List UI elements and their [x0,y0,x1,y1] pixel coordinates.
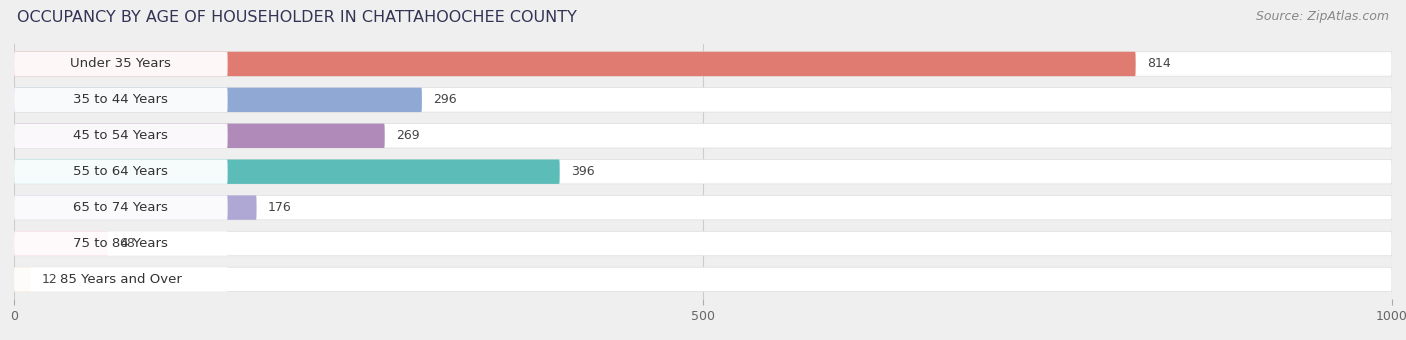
FancyBboxPatch shape [14,88,1392,112]
Text: 65 to 74 Years: 65 to 74 Years [73,201,169,214]
Text: 85 Years and Over: 85 Years and Over [60,273,181,286]
FancyBboxPatch shape [14,231,228,256]
FancyBboxPatch shape [14,123,228,148]
Text: 269: 269 [395,129,419,142]
FancyBboxPatch shape [14,159,228,184]
FancyBboxPatch shape [14,267,1392,292]
FancyBboxPatch shape [14,231,1392,256]
Text: 12: 12 [42,273,58,286]
FancyBboxPatch shape [14,52,1136,76]
FancyBboxPatch shape [14,195,256,220]
FancyBboxPatch shape [14,267,228,292]
Text: 176: 176 [267,201,291,214]
Text: 55 to 64 Years: 55 to 64 Years [73,165,169,178]
FancyBboxPatch shape [14,123,1392,148]
FancyBboxPatch shape [14,195,228,220]
Text: Under 35 Years: Under 35 Years [70,57,172,70]
FancyBboxPatch shape [14,231,108,256]
Text: 68: 68 [118,237,135,250]
FancyBboxPatch shape [14,267,31,292]
FancyBboxPatch shape [14,159,1392,184]
Text: OCCUPANCY BY AGE OF HOUSEHOLDER IN CHATTAHOOCHEE COUNTY: OCCUPANCY BY AGE OF HOUSEHOLDER IN CHATT… [17,10,576,25]
Text: 75 to 84 Years: 75 to 84 Years [73,237,169,250]
Text: 396: 396 [571,165,595,178]
FancyBboxPatch shape [14,52,1392,76]
FancyBboxPatch shape [14,88,422,112]
FancyBboxPatch shape [14,159,560,184]
FancyBboxPatch shape [14,123,385,148]
Text: 35 to 44 Years: 35 to 44 Years [73,94,169,106]
FancyBboxPatch shape [14,88,228,112]
FancyBboxPatch shape [14,195,1392,220]
Text: Source: ZipAtlas.com: Source: ZipAtlas.com [1256,10,1389,23]
Text: 45 to 54 Years: 45 to 54 Years [73,129,169,142]
FancyBboxPatch shape [14,52,228,76]
Text: 814: 814 [1147,57,1170,70]
Text: 296: 296 [433,94,457,106]
